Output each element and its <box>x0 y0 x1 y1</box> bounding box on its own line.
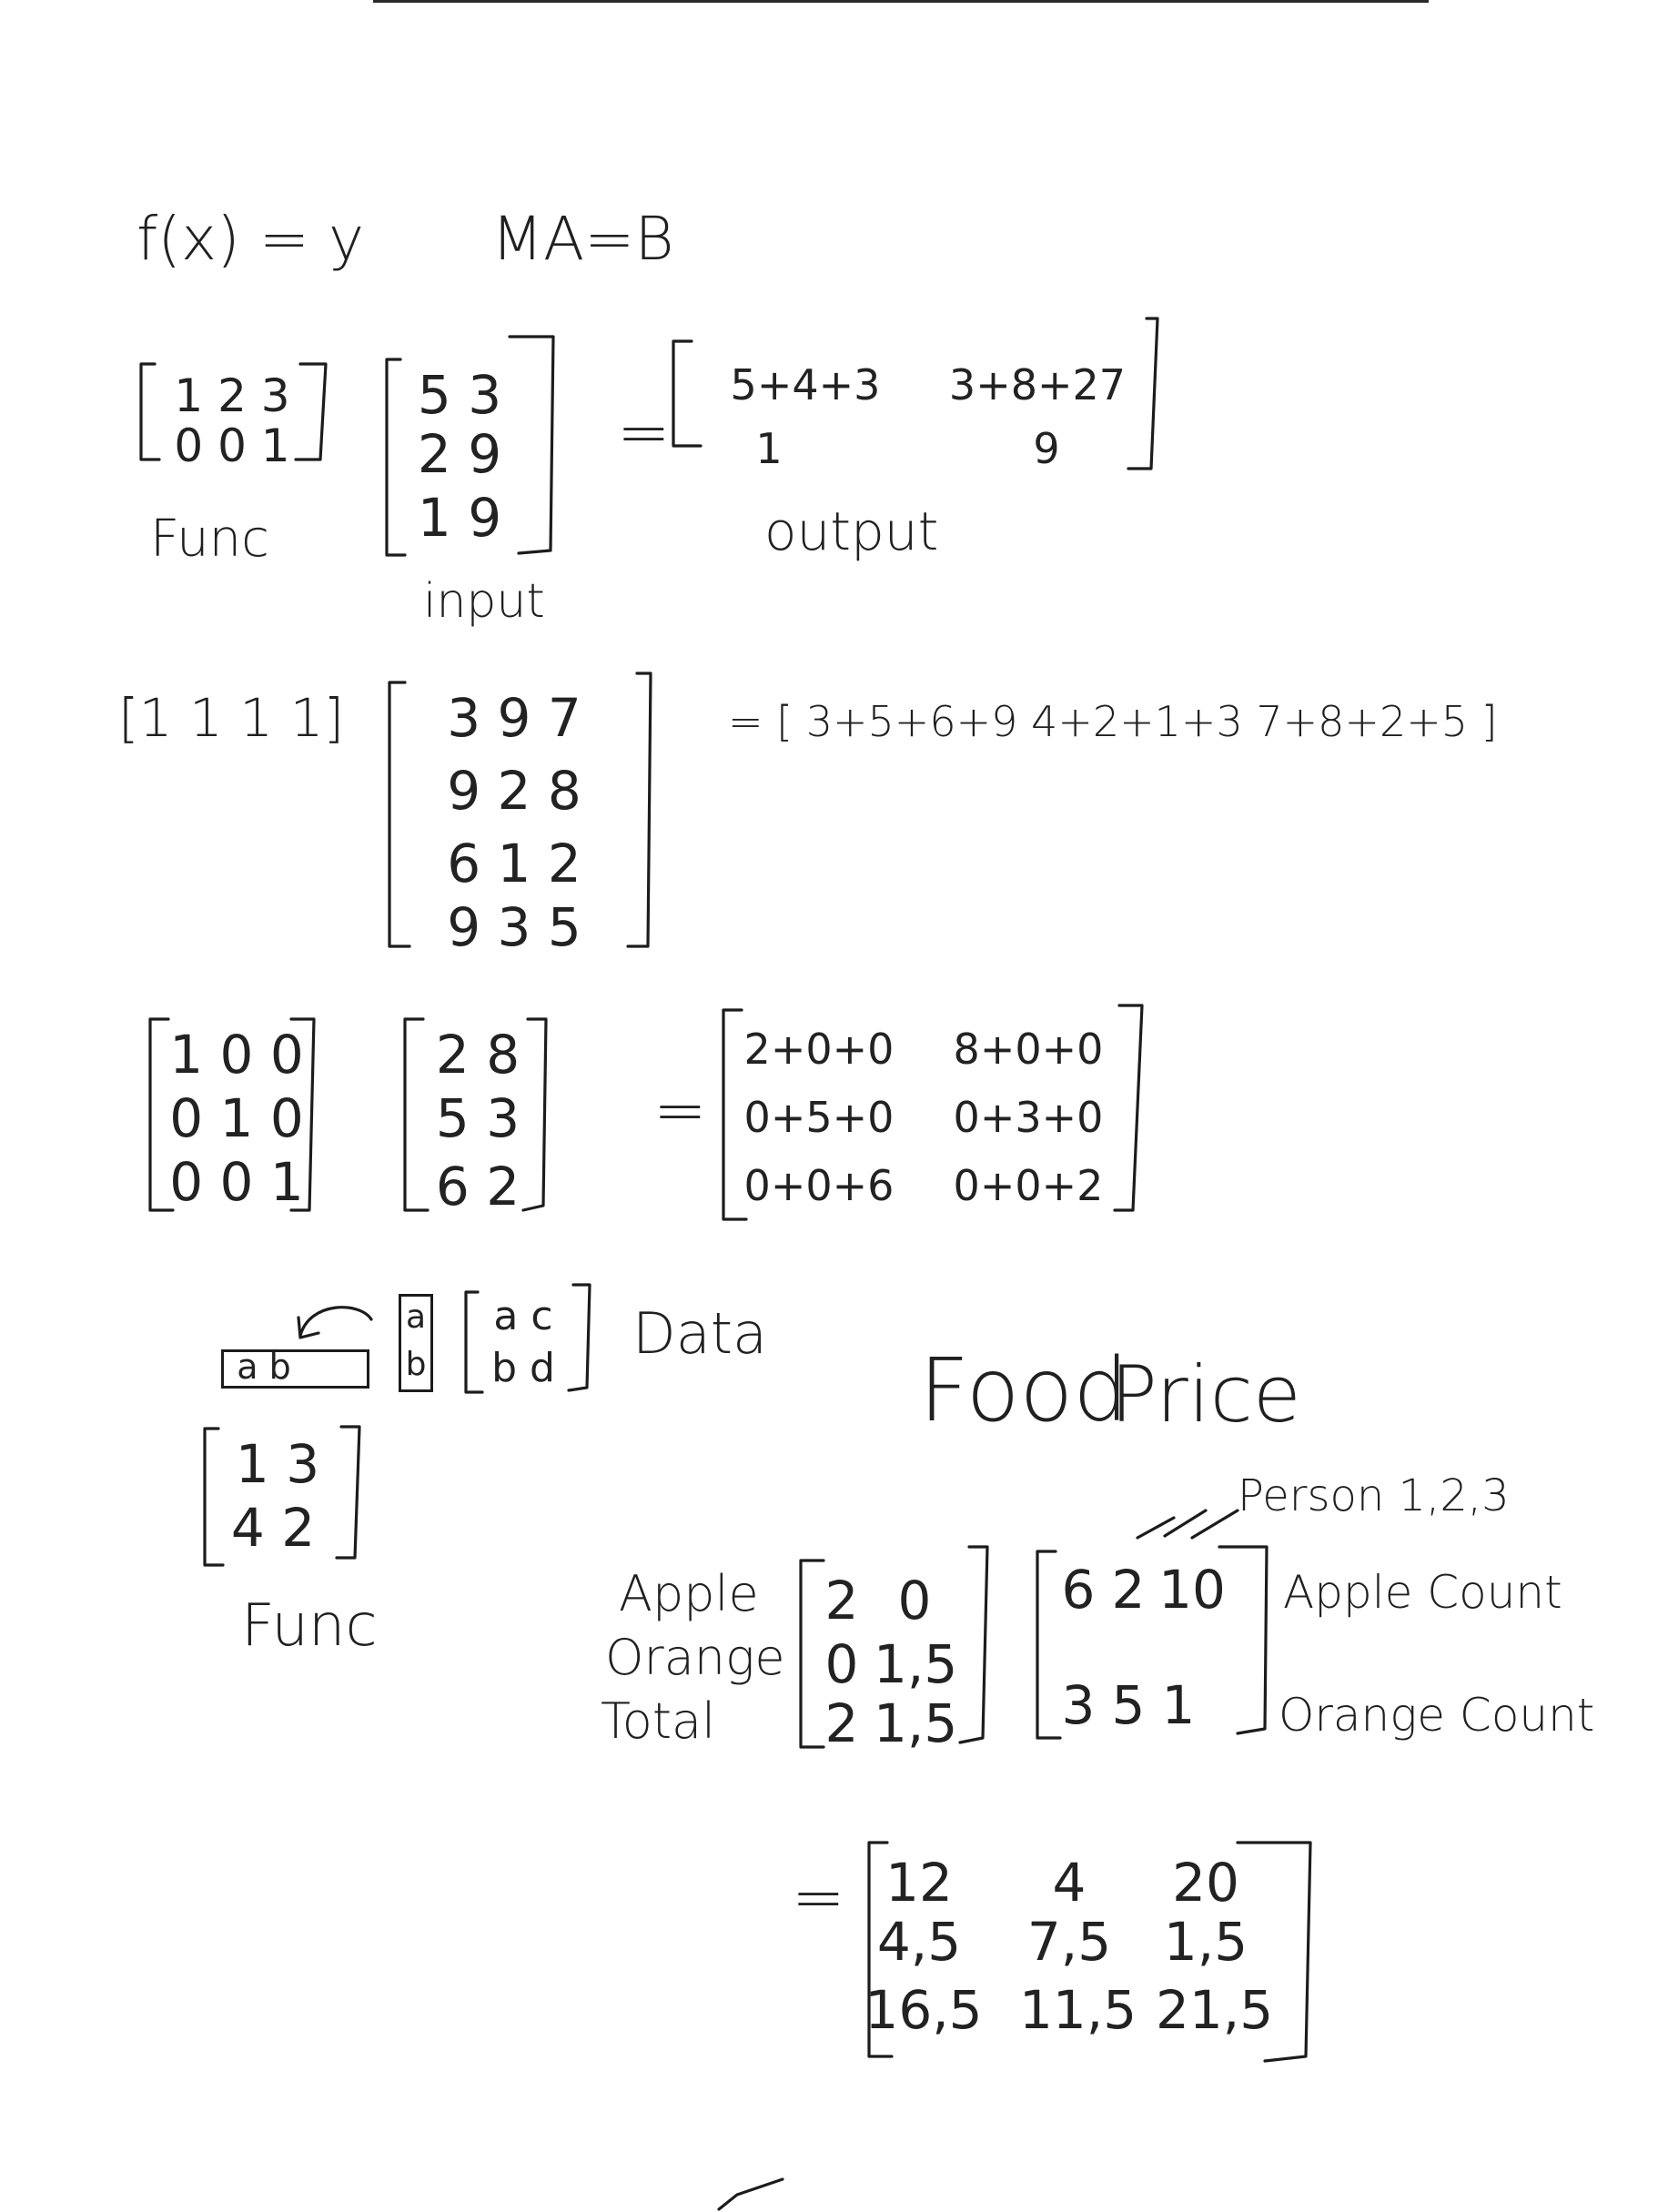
output-label: output <box>764 500 939 562</box>
top-rule <box>373 0 1429 3</box>
row-label-apple: Apple <box>619 1565 759 1622</box>
ex2-result: = [ 3+5+6+9 4+2+1+3 7+8+2+5 ] <box>728 697 1498 746</box>
ex3-result-r1c1: 2+0+0 <box>743 1025 895 1074</box>
ex3-result-r2c1: 0+5+0 <box>743 1093 895 1142</box>
equals-sign-food: = <box>792 1860 845 1934</box>
ex3-result-r1c2: 8+0+0 <box>953 1025 1104 1074</box>
result-r3c1: 16,5 <box>864 1979 983 2041</box>
price-r3c1: 2 <box>824 1692 859 1754</box>
row-vector-box <box>221 1349 369 1389</box>
data-matrix-row-1: a c <box>493 1293 553 1339</box>
input-row-2: 2 9 <box>417 423 502 485</box>
price-r3c2: 1,5 <box>874 1692 958 1754</box>
ex3-result-r3c2: 0+0+2 <box>953 1161 1104 1210</box>
col-vector-b: b <box>405 1346 427 1383</box>
data-matrix-row-2: b d <box>491 1345 555 1391</box>
price-r2c2: 1,5 <box>874 1633 958 1695</box>
count-r1c3: 10 <box>1158 1559 1226 1621</box>
result-r3c3: 21,5 <box>1156 1979 1274 2041</box>
row-vector-ones: [1 1 1 1] <box>118 687 345 749</box>
title-food: Food <box>919 1339 1129 1441</box>
row-label-orange: Orange <box>605 1629 785 1686</box>
result-r1c2: 4 <box>1052 1852 1087 1914</box>
input-label: input <box>423 574 545 629</box>
count-r1c1: 6 <box>1061 1559 1096 1621</box>
ex2-row-4: 9 3 5 <box>447 896 581 958</box>
ex3-result-r3c1: 0+0+6 <box>743 1161 895 1210</box>
result-r3c2: 11,5 <box>1019 1979 1137 2041</box>
input-row-3: 1 9 <box>417 487 502 549</box>
count-r2c3: 1 <box>1161 1674 1196 1736</box>
ex2-row-3: 6 1 2 <box>447 833 581 894</box>
col-vector-box <box>399 1294 433 1392</box>
func-row-1: 1 2 3 <box>174 369 290 422</box>
count-label-orange: Orange Count <box>1279 1689 1595 1742</box>
ex3-matrix-row-2: 5 3 <box>435 1087 521 1149</box>
identity-row-1: 1 0 0 <box>169 1024 304 1086</box>
input-row-1: 5 3 <box>417 364 502 426</box>
price-r1c2: 0 <box>897 1570 932 1631</box>
count-r2c1: 3 <box>1061 1674 1096 1736</box>
output-r1c2: 3+8+27 <box>948 360 1127 409</box>
identity-row-3: 0 0 1 <box>169 1151 304 1213</box>
func-matrix-row-2: 4 2 <box>230 1497 316 1559</box>
func-matrix-row-1: 1 3 <box>235 1433 320 1495</box>
result-r1c3: 20 <box>1172 1852 1239 1914</box>
output-r2c1: 1 <box>755 424 783 473</box>
data-label: Data <box>632 1300 768 1367</box>
result-r2c2: 7,5 <box>1026 1911 1112 1973</box>
function-notation: f(x) = y <box>136 204 365 274</box>
price-r2c1: 0 <box>824 1633 859 1695</box>
ex3-matrix-row-1: 2 8 <box>435 1024 521 1086</box>
price-r1c1: 2 <box>824 1570 859 1631</box>
count-r1c2: 2 <box>1111 1559 1146 1621</box>
result-r1c1: 12 <box>885 1852 953 1914</box>
identity-row-2: 0 1 0 <box>169 1087 304 1149</box>
row-label-total: Total <box>601 1692 716 1750</box>
func-row-2: 0 0 1 <box>174 419 290 472</box>
row-vector-text: a b <box>237 1347 291 1387</box>
title-price: Price <box>1110 1349 1301 1440</box>
matrix-equation: MA=B <box>491 204 674 274</box>
output-r1c1: 5+4+3 <box>730 360 881 409</box>
col-vector-a: a <box>405 1298 427 1336</box>
result-r2c3: 1,5 <box>1163 1911 1248 1973</box>
ex3-matrix-row-3: 6 2 <box>435 1156 521 1217</box>
count-label-apple: Apple Count <box>1283 1566 1562 1619</box>
equals-sign-3: = <box>653 1073 707 1147</box>
count-r2c2: 5 <box>1111 1674 1146 1736</box>
ex2-row-2: 9 2 8 <box>447 760 581 822</box>
output-r2c2: 9 <box>1033 424 1060 473</box>
ex3-result-r2c2: 0+3+0 <box>953 1093 1104 1142</box>
ex2-row-1: 3 9 7 <box>447 687 581 749</box>
equals-sign-1: = <box>617 395 671 470</box>
person-label: Person 1,2,3 <box>1238 1470 1510 1521</box>
func-label-1: Func <box>150 510 269 569</box>
result-r2c1: 4,5 <box>876 1911 962 1973</box>
func-label-2: Func <box>241 1592 378 1660</box>
